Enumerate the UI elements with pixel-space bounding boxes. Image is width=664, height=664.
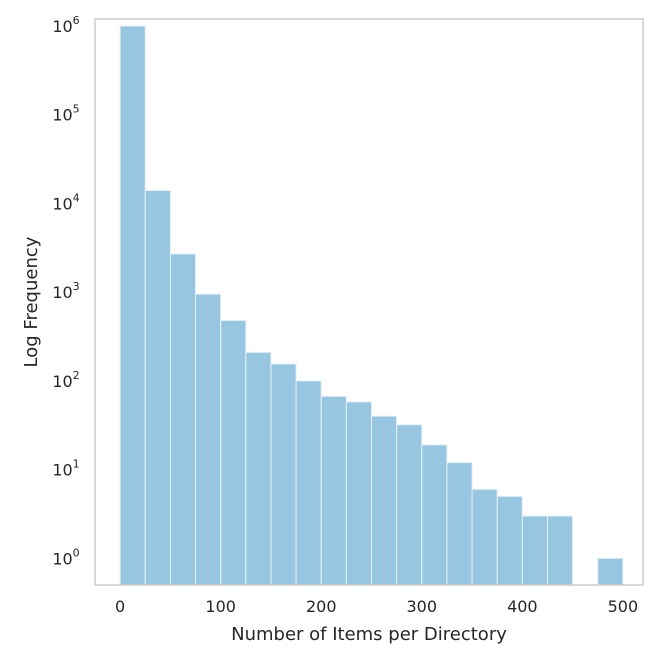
x-tick-label: 100 [205, 597, 236, 616]
histogram-bar [597, 557, 624, 586]
histogram-bar [371, 415, 398, 586]
x-tick-label: 300 [407, 597, 438, 616]
y-tick-label: 102 [52, 369, 79, 391]
y-tick-label: 105 [52, 103, 79, 125]
histogram-bar [396, 424, 423, 586]
y-tick-label: 104 [52, 191, 79, 213]
y-tick-label: 101 [52, 458, 79, 480]
x-axis-title: Number of Items per Directory [231, 624, 507, 645]
histogram-bar [345, 401, 373, 586]
y-tick-labels: 100 101 102 103 104 105 106 [52, 14, 79, 568]
histogram-bar [270, 363, 297, 586]
histogram-bar [446, 462, 473, 586]
histogram-bar [295, 380, 322, 586]
histogram-bar [169, 253, 197, 586]
histogram-bar [496, 495, 523, 586]
histogram-bar [195, 293, 222, 586]
x-tick-labels: 0 100 200 300 400 500 [115, 597, 638, 616]
histogram-bar [320, 395, 347, 586]
histogram-bar [471, 488, 498, 586]
histogram-bar [220, 319, 247, 586]
histogram-bar [245, 351, 272, 586]
histogram-bar [119, 25, 146, 586]
y-tick-label: 103 [52, 280, 79, 302]
plot-frame [94, 18, 644, 586]
x-tick-label: 0 [115, 597, 125, 616]
histogram-bar [546, 515, 574, 586]
y-tick-label: 100 [52, 546, 79, 568]
x-tick-label: 400 [507, 597, 538, 616]
y-axis-title: Log Frequency [21, 236, 42, 367]
histogram-bar [421, 444, 448, 586]
histogram-bar [144, 189, 171, 586]
x-tick-label: 200 [306, 597, 337, 616]
bars-group [119, 25, 624, 586]
y-tick-label: 106 [52, 14, 79, 36]
histogram-bar [521, 515, 548, 586]
x-tick-label: 500 [608, 597, 639, 616]
